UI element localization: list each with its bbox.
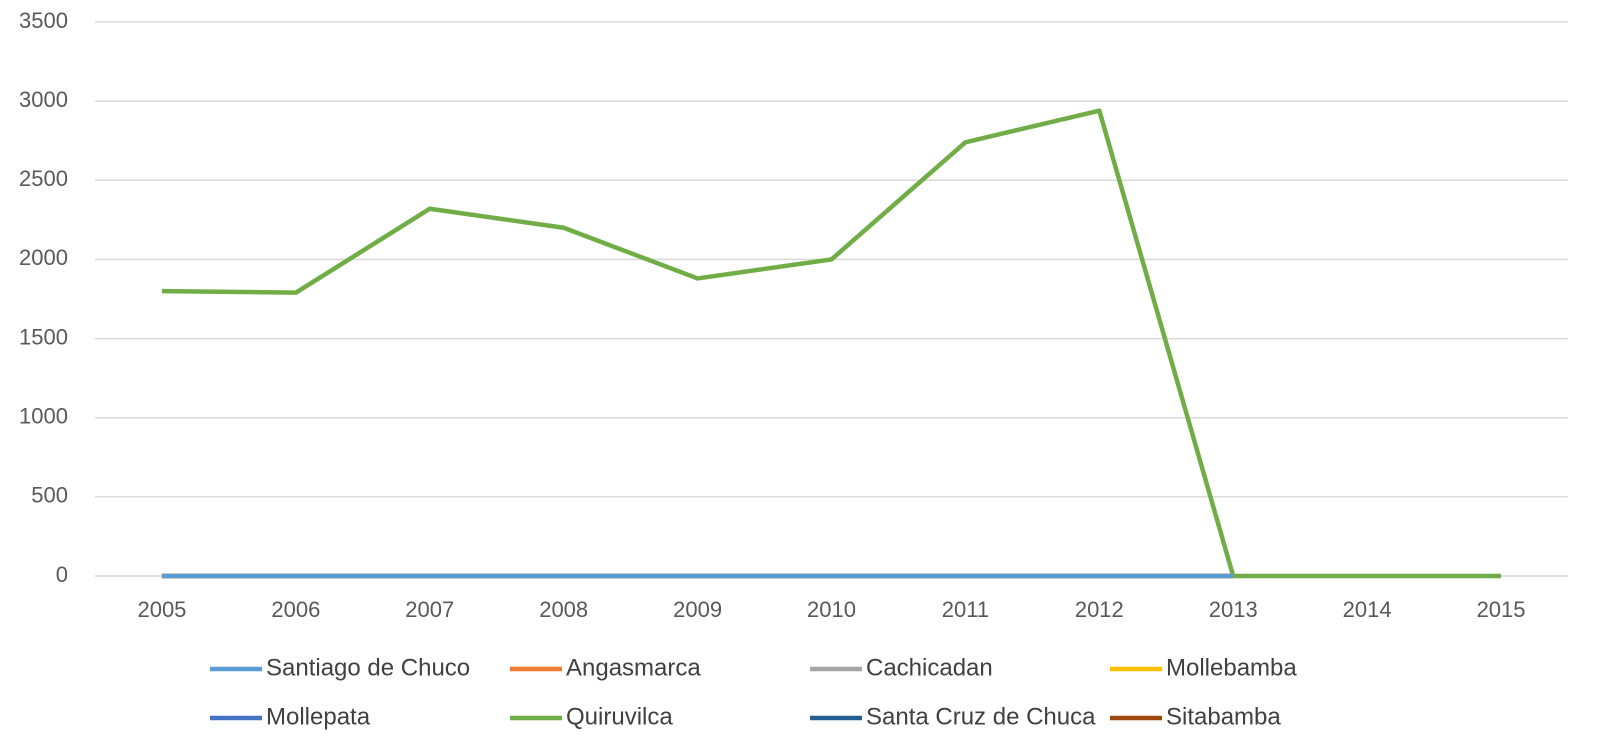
legend-label: Mollebamba bbox=[1166, 654, 1297, 681]
x-tick-label: 2014 bbox=[1343, 597, 1392, 622]
x-tick-label: 2007 bbox=[405, 597, 454, 622]
legend-label: Angasmarca bbox=[566, 654, 701, 681]
y-tick-label: 0 bbox=[56, 562, 68, 587]
x-tick-label: 2006 bbox=[271, 597, 320, 622]
y-tick-label: 2500 bbox=[19, 166, 68, 191]
y-tick-label: 2000 bbox=[19, 245, 68, 270]
x-tick-label: 2011 bbox=[942, 597, 989, 622]
y-tick-label: 1500 bbox=[19, 324, 68, 349]
y-tick-label: 500 bbox=[31, 483, 68, 508]
x-tick-label: 2013 bbox=[1209, 597, 1258, 622]
x-tick-label: 2008 bbox=[539, 597, 588, 622]
x-tick-label: 2012 bbox=[1075, 597, 1124, 622]
legend-label: Sitabamba bbox=[1166, 703, 1281, 730]
x-tick-label: 2015 bbox=[1477, 597, 1526, 622]
x-tick-label: 2010 bbox=[807, 597, 856, 622]
y-tick-label: 3000 bbox=[19, 87, 68, 112]
legend-label: Santa Cruz de Chuca bbox=[866, 703, 1096, 730]
legend-label: Quiruvilca bbox=[566, 703, 673, 730]
x-tick-label: 2005 bbox=[137, 597, 186, 622]
y-tick-label: 1000 bbox=[19, 404, 68, 429]
series-line bbox=[161, 108, 1502, 579]
y-tick-label: 3500 bbox=[19, 8, 68, 33]
legend-label: Cachicadan bbox=[866, 654, 993, 681]
x-tick-label: 2009 bbox=[673, 597, 722, 622]
legend-label: Mollepata bbox=[266, 703, 371, 730]
legend-label: Santiago de Chuco bbox=[266, 654, 470, 681]
